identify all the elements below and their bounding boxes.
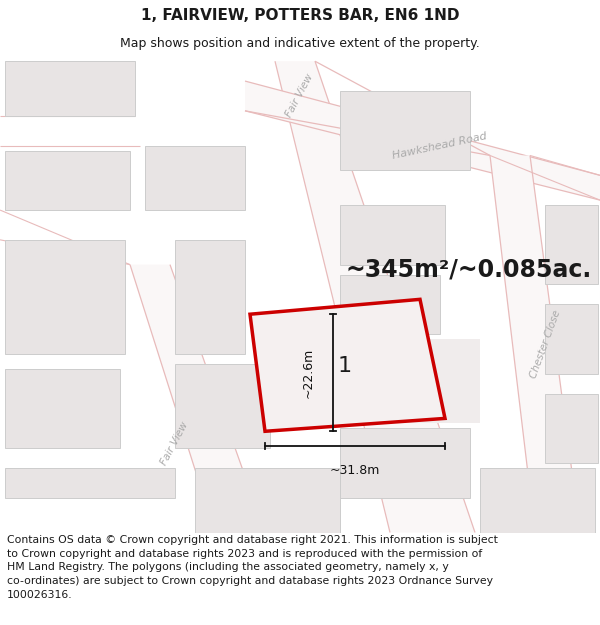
Polygon shape: [340, 274, 440, 334]
Polygon shape: [245, 81, 600, 200]
Text: Map shows position and indicative extent of the property.: Map shows position and indicative extent…: [120, 38, 480, 51]
Polygon shape: [545, 304, 598, 374]
Polygon shape: [340, 428, 470, 498]
Polygon shape: [275, 61, 475, 532]
Text: ~31.8m: ~31.8m: [330, 464, 380, 477]
Polygon shape: [330, 339, 480, 423]
Polygon shape: [5, 61, 135, 116]
Polygon shape: [175, 364, 270, 448]
Polygon shape: [340, 205, 445, 264]
Polygon shape: [545, 394, 598, 463]
Text: Fair View: Fair View: [160, 420, 191, 467]
Polygon shape: [195, 468, 340, 532]
Text: ~345m²/~0.085ac.: ~345m²/~0.085ac.: [345, 258, 591, 282]
Polygon shape: [480, 468, 595, 532]
Polygon shape: [130, 264, 265, 532]
Polygon shape: [5, 151, 130, 210]
Polygon shape: [145, 146, 245, 210]
Text: Chester Close: Chester Close: [528, 309, 562, 379]
Text: Hawkshead Road: Hawkshead Road: [392, 131, 488, 161]
Polygon shape: [5, 240, 125, 354]
Polygon shape: [5, 468, 175, 498]
Text: Contains OS data © Crown copyright and database right 2021. This information is : Contains OS data © Crown copyright and d…: [7, 535, 498, 599]
Text: Fair View: Fair View: [284, 72, 316, 119]
Polygon shape: [175, 240, 245, 354]
Polygon shape: [5, 369, 120, 448]
Polygon shape: [250, 299, 445, 431]
Text: 1, FAIRVIEW, POTTERS BAR, EN6 1ND: 1, FAIRVIEW, POTTERS BAR, EN6 1ND: [141, 8, 459, 23]
Polygon shape: [545, 205, 598, 284]
Polygon shape: [490, 156, 580, 532]
Polygon shape: [340, 91, 470, 171]
Text: ~22.6m: ~22.6m: [302, 348, 315, 398]
Text: 1: 1: [338, 356, 352, 376]
